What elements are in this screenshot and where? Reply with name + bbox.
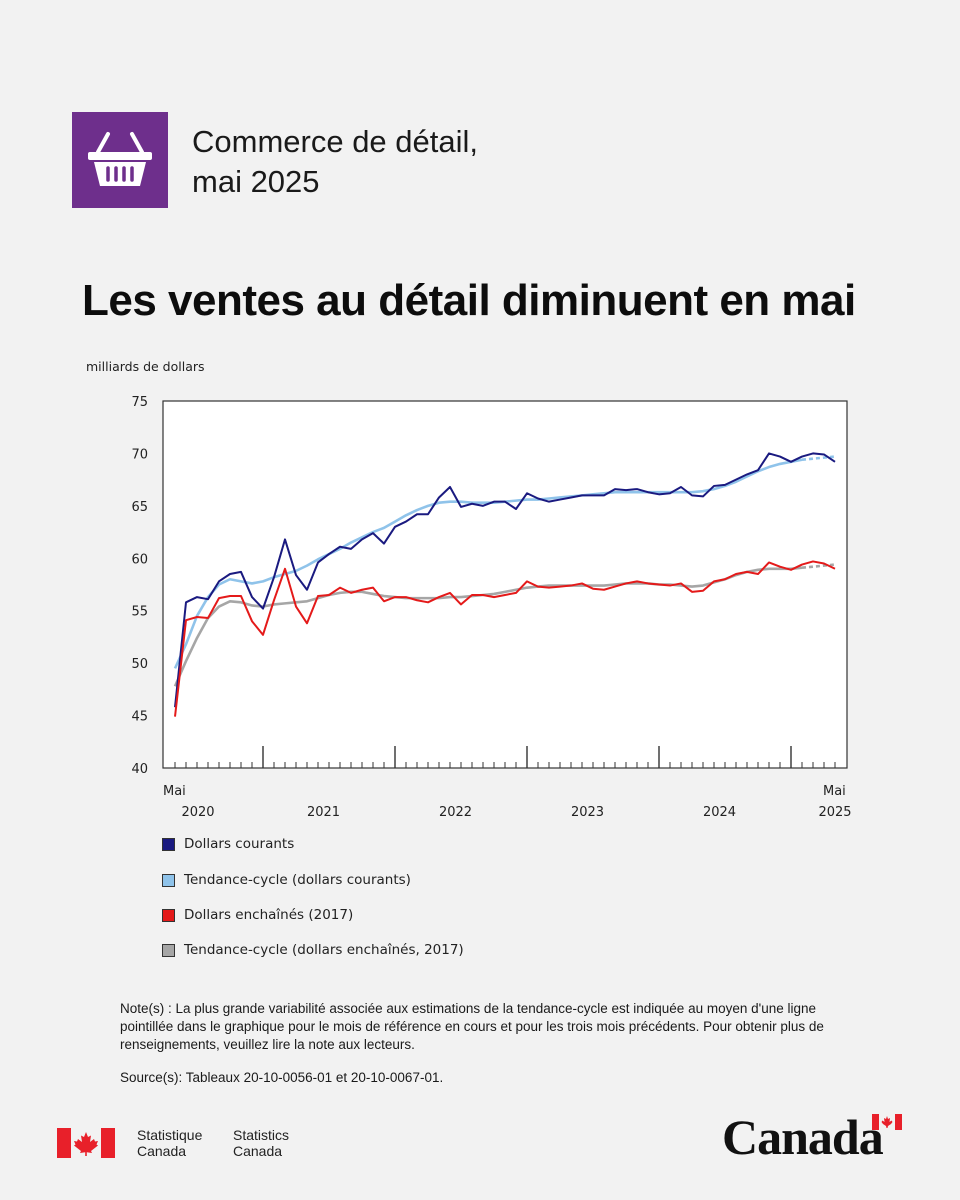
legend-label: Tendance-cycle (dollars enchaînés, 2017) [184,942,464,958]
chart-note: Note(s) : La plus grande variabilité ass… [120,1001,824,1052]
y-tick-label: 70 [131,447,148,462]
series-line-dashed-3 [801,563,836,570]
x-year-label: 2023 [571,805,604,820]
shopping-basket-icon [88,132,152,186]
header-title-line2: mai 2025 [192,164,320,199]
y-tick-label: 75 [131,395,148,410]
x-year-label: 2020 [181,805,214,820]
org-name-english: Statistics Canada [233,1127,289,1159]
header-title: Commerce de détail, mai 2025 [192,122,692,202]
series-line-3 [173,566,803,687]
x-year-label: 2021 [307,805,340,820]
legend-swatch [162,838,175,851]
canada-flag-icon [57,1128,115,1158]
legend-swatch [162,944,175,957]
header-icon-tile [72,112,168,208]
y-tick-label: 60 [131,552,148,567]
x-year-label: 2022 [439,805,472,820]
wordmark-flag-icon [872,1114,902,1130]
chart-source: Source(s): Tableaux 20-10-0056-01 et 20-… [120,1070,444,1085]
series-line-2 [174,560,836,717]
canada-wordmark: Canada [722,1109,884,1165]
x-end-label: Mai [823,784,846,799]
x-start-label: Mai [163,784,186,799]
y-axis-label: milliards de dollars [86,359,205,374]
legend-label: Dollars enchaînés (2017) [184,907,354,923]
org-name-french: Statistique Canada [137,1127,202,1159]
headline: Les ventes au détail diminuent en mai [82,276,856,325]
y-tick-label: 55 [131,605,148,620]
y-tick-label: 45 [131,710,148,725]
org-en-line2: Canada [233,1143,283,1159]
org-fr-line1: Statistique [137,1127,203,1143]
header-title-line1: Commerce de détail, [192,124,479,159]
y-tick-label: 50 [131,657,148,672]
legend-label: Dollars courants [184,836,295,852]
org-fr-line2: Canada [137,1143,187,1159]
y-tick-label: 65 [131,500,148,515]
x-year-label: 2025 [818,805,851,820]
x-year-label: 2024 [703,805,736,820]
legend-swatch [162,909,175,922]
series-line-dashed-1 [801,455,836,462]
plot-frame [162,400,848,769]
y-tick-label: 40 [131,762,148,777]
legend-label: Tendance-cycle (dollars courants) [184,872,411,888]
chart-area: milliards de dollars 40 45 50 55 60 65 70 75 Ma… [0,350,960,970]
series-line-0 [174,452,836,708]
org-en-line1: Statistics [233,1127,290,1143]
line-chart: milliards de dollars 40 45 50 55 60 65 70 75 Ma… [86,359,852,820]
legend-swatch [162,874,175,887]
